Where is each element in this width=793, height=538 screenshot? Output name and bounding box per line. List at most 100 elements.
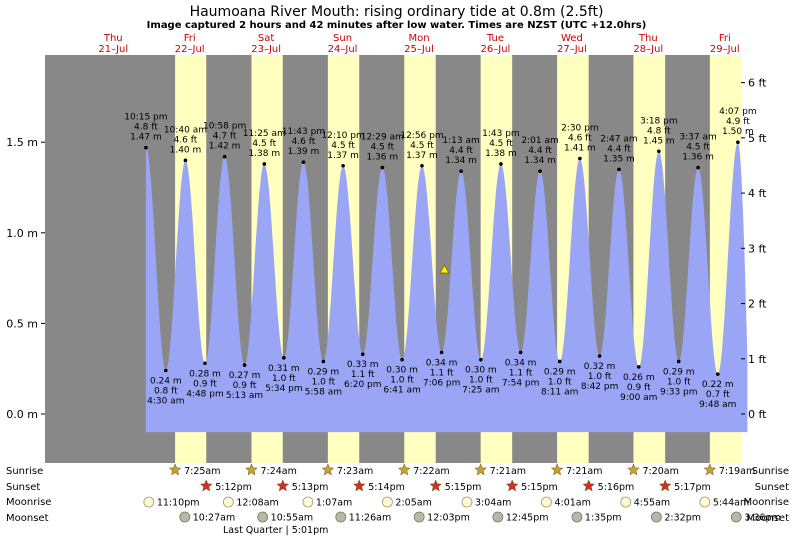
high-tide-time: 10:15 pm (124, 113, 167, 123)
tide-labels: 10:15 pm4.8 ft1.47 m0.24 m0.8 ft4:30 am1… (124, 107, 756, 410)
high-tide-time: 3:37 am (679, 133, 716, 143)
low-tide-time: 9:00 am (620, 393, 657, 403)
sunset-icon (505, 479, 519, 492)
low-tide-point (242, 363, 247, 367)
high-tide-point (578, 156, 582, 161)
moonset-time: 2:32pm (664, 513, 701, 524)
high-tide-time: 3:18 pm (640, 116, 678, 126)
low-tide-point (203, 361, 207, 366)
low-tide-time: 4:30 am (147, 397, 184, 407)
day-name-label: Fri (184, 33, 196, 44)
sunrise-icon (627, 463, 640, 476)
high-tide-time: 1:13 am (442, 136, 479, 146)
tide-area (145, 142, 748, 433)
sunrise-time: 7:20am (642, 466, 678, 477)
high-tide-meters: 1.40 m (170, 145, 202, 155)
low-tide-feet: 1.0 ft (312, 377, 336, 387)
sunset-time: 5:15pm (521, 482, 558, 493)
sunrise-time: 7:19am (719, 466, 755, 477)
high-tide-meters: 1.36 m (366, 153, 398, 163)
day-date-label: 28–Jul (633, 44, 663, 55)
high-tide-point (222, 154, 227, 159)
high-tide-point (459, 169, 463, 173)
high-tide-time: 12:29 am (361, 133, 404, 143)
high-tide-time: 12:10 pm (321, 131, 364, 141)
right-axis-label: 3 ft (748, 242, 767, 255)
high-tide-time: 4:07 pm (719, 107, 757, 117)
day-name-label: Thu (103, 33, 123, 44)
low-tide-feet: 1.1 ft (351, 370, 375, 380)
low-tide-point (400, 357, 404, 362)
sunset-time: 5:16pm (598, 482, 635, 493)
sunset-time: 5:13pm (292, 482, 329, 493)
high-tide-time: 1:43 pm (482, 129, 520, 139)
moonrise-icon (382, 496, 393, 508)
high-tide-point (144, 145, 148, 150)
high-tide-time: 2:47 am (600, 134, 637, 144)
moonrise-icon (699, 496, 711, 508)
high-tide-meters: 1.35 m (603, 154, 635, 164)
high-tide-point (380, 165, 385, 170)
high-tide-point (341, 163, 345, 168)
moonset-time: 10:55am (271, 513, 313, 524)
moonrise-row-label-right: Moonrise (744, 497, 789, 508)
sunrise-time: 7:25am (184, 466, 220, 477)
high-tide-point (499, 162, 503, 166)
low-tide-time: 5:58 am (305, 387, 342, 397)
moonrise-icon (620, 496, 632, 508)
low-tide-point (360, 352, 365, 357)
low-tide-feet: 0.9 ft (193, 379, 217, 389)
high-tide-feet: 4.5 ft (370, 143, 394, 153)
low-tide-time: 8:11 am (541, 387, 578, 397)
high-tide-feet: 4.7 ft (213, 132, 237, 142)
low-tide-time: 4:48 pm (186, 389, 224, 399)
moonrise-time: 2:05am (395, 498, 431, 509)
low-tide-feet: 1.1 ft (430, 368, 454, 378)
low-tide-meters: 0.31 m (268, 364, 300, 374)
high-tide-point (736, 140, 740, 144)
high-tide-feet: 4.4 ft (449, 146, 473, 156)
low-tide-meters: 0.30 m (386, 366, 418, 376)
sunrise-icon (168, 463, 182, 476)
sunrise-time: 7:21am (490, 466, 526, 477)
moonrise-icon (541, 496, 552, 508)
high-tide-meters: 1.45 m (643, 136, 675, 146)
day-name-label: Mon (408, 33, 429, 44)
high-tide-point (538, 169, 542, 173)
moonset-icon (651, 511, 662, 523)
day-date-label: 21–Jul (98, 44, 128, 55)
high-tide-point (617, 167, 621, 172)
low-tide-point (676, 359, 681, 364)
low-tide-meters: 0.29 m (663, 367, 695, 377)
moonset-time: 11:26am (349, 513, 391, 524)
sunrise-icon (703, 463, 717, 476)
high-tide-point (183, 158, 188, 163)
moonrise-row-label-left: Moonrise (6, 497, 51, 508)
day-date-label: 24–Jul (328, 44, 358, 55)
high-tide-feet: 4.9 ft (726, 117, 750, 127)
day-date-label: 23–Jul (251, 44, 281, 55)
sunrise-row-label-right: Sunrise (752, 466, 789, 477)
moonset-row-label-right: Moonset (747, 513, 790, 524)
low-tide-time: 7:06 pm (423, 378, 461, 388)
sunset-time: 5:17pm (674, 482, 711, 493)
low-tide-meters: 0.22 m (702, 380, 734, 390)
high-tide-feet: 4.5 ft (331, 141, 355, 151)
low-tide-time: 9:48 am (699, 400, 736, 410)
low-tide-meters: 0.34 m (505, 358, 537, 368)
chart-subtitle: Image captured 2 hours and 42 minutes af… (147, 20, 647, 31)
sunrise-icon (397, 463, 411, 476)
moonset-row-label-left: Moonset (6, 513, 49, 524)
sunrise-row-label-left: Sunrise (6, 466, 43, 477)
sunrise-time: 7:23am (337, 466, 373, 477)
sunset-icon (352, 479, 366, 492)
sunrise-icon (321, 463, 335, 476)
sunset-icon (199, 479, 213, 492)
axes: 0.0 m 0.5 m 1.0 m 1.5 m 0 ft 1 ft 2 ft 3 ft 4 ft… (6, 77, 767, 421)
low-tide-point (479, 357, 483, 362)
high-tide-meters: 1.38 m (485, 149, 517, 159)
moonrise-time: 1:07am (316, 498, 352, 509)
current-tide-marker (439, 264, 450, 274)
high-tide-meters: 1.34 m (524, 156, 556, 166)
high-tide-point (657, 149, 661, 154)
